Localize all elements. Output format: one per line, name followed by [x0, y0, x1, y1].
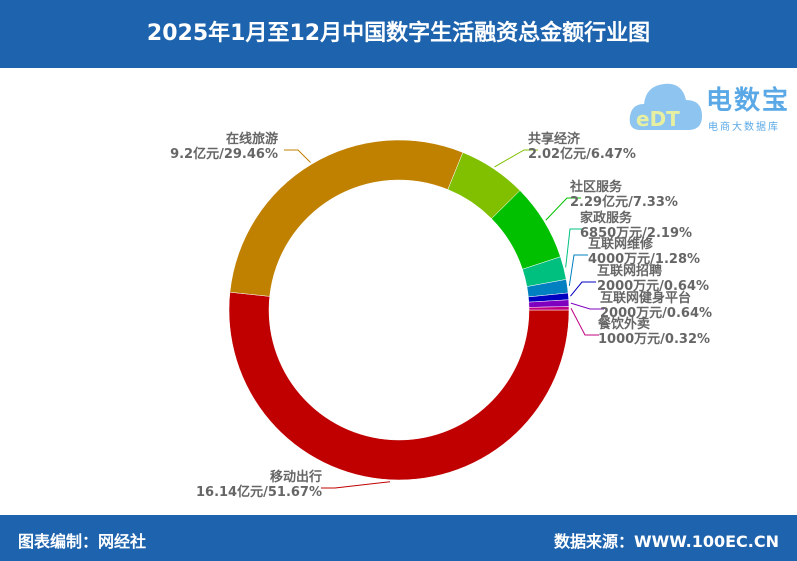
cloud-logo-icon: eDT [629, 83, 702, 131]
footer-source[interactable]: 数据来源：WWW.100EC.CN [553, 532, 779, 551]
slice-label-value: 1000万元/0.32% [598, 332, 710, 347]
slice-label-value: 9.2亿元/29.46% [170, 146, 278, 162]
slice-label-name: 互联网维修 [588, 236, 654, 252]
slice-label-name: 在线旅游 [226, 131, 278, 147]
slice-label-name: 互联网健身平台 [600, 290, 691, 306]
leader-line-7 [570, 302, 604, 310]
leader-line-2 [494, 149, 538, 168]
slice-label-value: 2000万元/0.64% [600, 306, 712, 321]
footer: 图表编制：网经社 数据来源：WWW.100EC.CN [0, 515, 797, 561]
slice-label-name: 社区服务 [569, 179, 623, 195]
leader-line-8 [570, 308, 599, 336]
slice-label-name: 互联网招聘 [597, 263, 662, 279]
slice-label-name: 家政服务 [580, 210, 633, 226]
leader-line-4 [565, 228, 584, 268]
slice-1[interactable] [229, 139, 464, 297]
slice-label-name: 共享经济 [528, 131, 581, 147]
slice-label-value: 2.29亿元/7.33% [570, 194, 678, 210]
leader-line-0 [321, 481, 391, 489]
donut-chart: 移动出行16.14亿元/51.67%在线旅游9.2亿元/29.46%共享经济2.… [170, 131, 712, 500]
leader-line-5 [568, 254, 588, 286]
slice-label-value: 16.14亿元/51.67% [196, 484, 322, 500]
slice-label-value: 4000万元/1.28% [588, 252, 700, 267]
logo-subtext: 电商大数据库 [708, 122, 780, 133]
logo: eDT 电数宝 电商大数据库 [628, 74, 793, 136]
slice-label-value: 2.02亿元/6.47% [528, 146, 636, 162]
slice-label-value: 2000万元/0.64% [597, 279, 709, 294]
leader-line-6 [570, 281, 596, 297]
slice-0[interactable] [228, 291, 570, 481]
svg-text:eDT: eDT [636, 107, 680, 131]
leader-line-1 [284, 149, 311, 163]
chart-title: 2025年1月至12月中国数字生活融资总金额行业图 [0, 0, 797, 68]
slice-label-name: 移动出行 [270, 469, 322, 485]
footer-editor: 图表编制：网经社 [18, 532, 147, 551]
slice-8[interactable] [528, 306, 570, 311]
logo-text: 电数宝 [706, 86, 791, 116]
slice-label-value: 6850万元/2.19% [580, 226, 692, 241]
leader-line-3 [545, 197, 581, 221]
slice-label-name: 餐饮外卖 [597, 316, 650, 332]
